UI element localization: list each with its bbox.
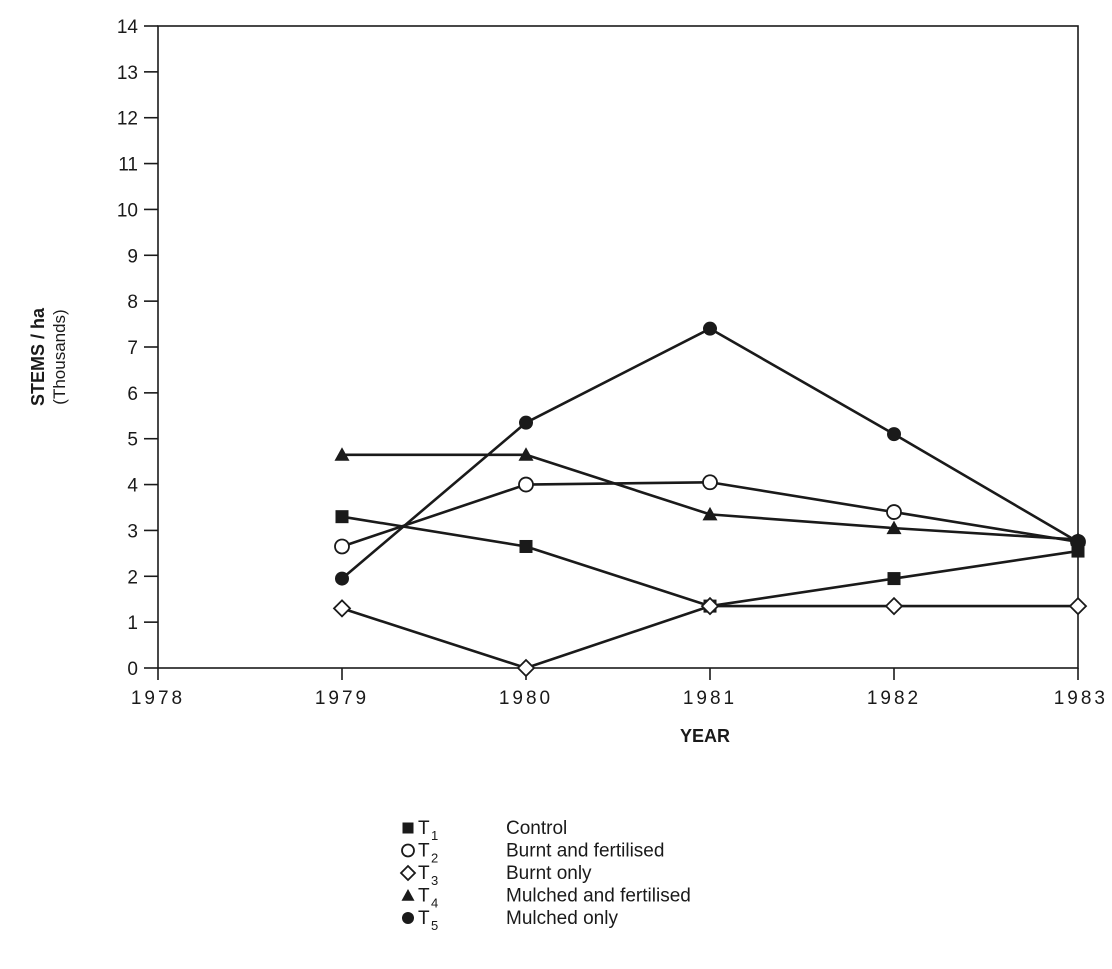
legend-code: T	[418, 908, 430, 929]
y-axis-unit: (Thousands)	[50, 309, 69, 404]
legend-item: T 5 Mulched only	[402, 908, 618, 933]
data-point	[518, 476, 534, 493]
legend-code-subscript: 2	[431, 851, 438, 866]
legend-marker	[399, 864, 417, 882]
x-tick-label: 1981	[683, 688, 737, 709]
y-tick-label: 11	[118, 155, 138, 176]
data-point	[335, 510, 349, 524]
legend-code-subscript: 1	[431, 828, 438, 843]
x-tick-label: 1980	[499, 688, 553, 709]
legend-item: T 2 Burnt and fertilised	[401, 841, 664, 866]
y-tick-label: 12	[117, 109, 138, 130]
y-tick-label: 6	[127, 384, 138, 405]
data-point	[335, 571, 349, 586]
data-point	[700, 596, 720, 616]
y-tick-label: 3	[127, 521, 138, 542]
x-tick-label: 1982	[867, 688, 921, 709]
series-group	[332, 321, 1088, 678]
y-tick-label: 0	[127, 659, 138, 680]
legend-label: Mulched only	[506, 908, 618, 929]
legend-marker	[401, 843, 415, 858]
data-point	[702, 474, 718, 491]
data-point	[1068, 596, 1088, 616]
legend-code: T	[418, 841, 430, 862]
x-tick-label: 1983	[1054, 688, 1108, 709]
legend-code-subscript: 5	[431, 918, 438, 933]
x-tick-label: 1979	[315, 688, 369, 709]
y-axis-title-group: STEMS / ha (Thousands)	[28, 307, 69, 406]
data-point	[332, 599, 352, 618]
series-4	[334, 447, 1086, 546]
data-point	[519, 539, 533, 553]
series-5	[335, 321, 1085, 586]
data-point	[703, 321, 717, 336]
legend-item: T 1 Control	[402, 818, 567, 843]
data-point	[519, 415, 533, 430]
legend-label: Mulched and fertilised	[506, 886, 691, 907]
y-tick-label: 7	[127, 338, 138, 359]
data-point	[886, 520, 902, 535]
data-point	[334, 447, 350, 461]
legend-label: Burnt and fertilised	[506, 841, 664, 862]
y-tick-label: 1	[127, 613, 138, 634]
data-point	[886, 504, 902, 520]
legend-code: T	[418, 886, 430, 907]
y-tick-label: 5	[127, 430, 138, 451]
x-axis-ticks: 1978 1979 1980 1981 1982 1983	[131, 668, 1108, 709]
series-3	[332, 596, 1088, 678]
legend-marker	[402, 822, 414, 834]
y-tick-label: 2	[127, 567, 138, 588]
data-point	[1071, 534, 1085, 549]
data-point	[702, 506, 718, 521]
data-point	[884, 596, 904, 616]
x-axis-title: YEAR	[680, 726, 730, 746]
data-point	[334, 538, 350, 555]
y-tick-label: 13	[117, 63, 138, 84]
plot-frame	[157, 25, 1079, 669]
legend-code-subscript: 3	[431, 873, 438, 888]
legend-item: T 3 Burnt only	[399, 863, 592, 888]
legend-label: Control	[506, 818, 567, 839]
series-line	[342, 453, 1079, 541]
legend-label: Burnt only	[506, 863, 592, 884]
legend-marker	[401, 889, 415, 901]
legend-code: T	[418, 818, 430, 839]
y-axis-title: STEMS / ha	[28, 307, 48, 406]
x-tick-label: 1978	[131, 688, 185, 709]
data-point	[518, 447, 534, 461]
data-point	[887, 427, 901, 442]
series-line	[341, 604, 1078, 670]
y-tick-label: 14	[117, 17, 139, 38]
legend-marker	[402, 912, 414, 924]
legend-code: T	[418, 863, 430, 884]
y-tick-label: 9	[127, 246, 138, 267]
legend-code-subscript: 4	[431, 896, 438, 911]
series-line	[341, 515, 1079, 608]
y-tick-label: 8	[127, 292, 138, 313]
data-point	[887, 572, 901, 586]
legend-item: T 4 Mulched and fertilised	[401, 886, 691, 911]
y-tick-label: 10	[117, 200, 138, 221]
data-point	[516, 658, 536, 678]
y-tick-label: 4	[127, 476, 138, 497]
